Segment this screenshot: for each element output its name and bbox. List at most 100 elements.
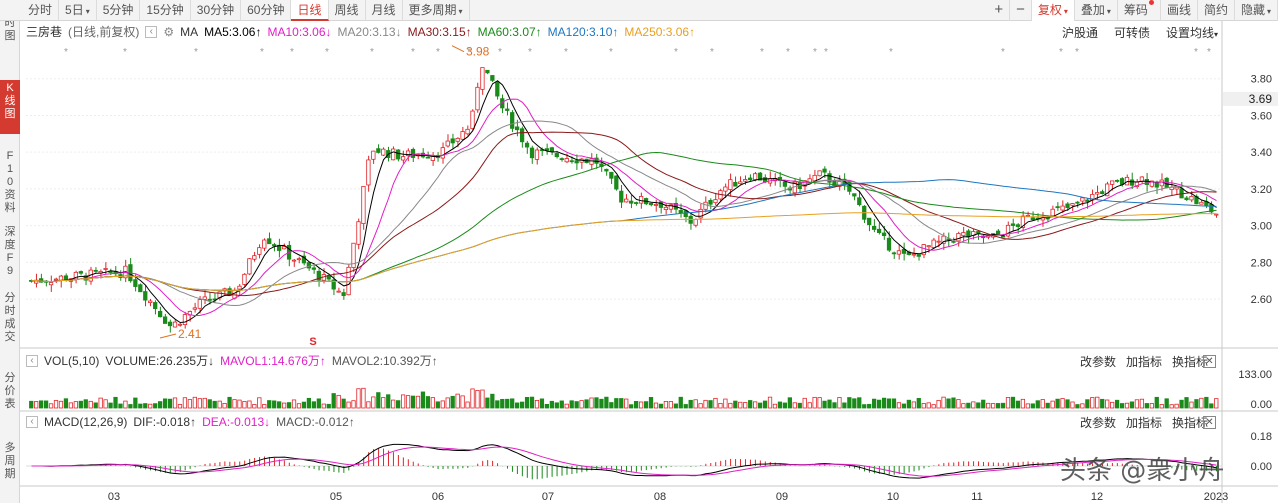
volume-bar	[936, 399, 941, 409]
tab-tick-trades[interactable]: 分时成交	[4, 292, 16, 343]
vol-mavol1-arrow: ↑	[319, 354, 326, 368]
tab-multi-period[interactable]: 多周期	[4, 442, 16, 480]
candle-body	[921, 244, 926, 256]
period-tab-5min[interactable]: 5分钟	[97, 0, 141, 21]
macd-edit-params-link[interactable]: 改参数	[1079, 416, 1116, 430]
convertible-bond-link[interactable]: 可转债	[1113, 26, 1150, 40]
vol-label: VOL(5,10)	[44, 354, 100, 368]
event-marker-icon: *	[1194, 47, 1198, 58]
overlay-label: 叠加	[1080, 3, 1105, 17]
period-tab-minute[interactable]: 分时	[22, 0, 60, 21]
candle-body	[753, 173, 758, 180]
chips-button[interactable]: 筹码	[1118, 0, 1161, 21]
volume-bar	[911, 401, 916, 409]
volume-bar	[797, 402, 802, 409]
period-tab-15min[interactable]: 15分钟	[140, 0, 191, 21]
prev-icon[interactable]: ‹	[145, 26, 158, 38]
vol-prev-icon[interactable]: ‹	[26, 355, 38, 367]
volume-bar	[1154, 396, 1159, 409]
candle-body	[629, 200, 634, 204]
volume-bar	[703, 399, 708, 409]
candle-body	[624, 198, 629, 203]
zoom-out-button[interactable]: −	[1010, 0, 1032, 21]
volume-bar	[420, 391, 426, 409]
volume-bar	[1015, 400, 1021, 409]
candle-body	[128, 264, 133, 282]
candle-body	[252, 255, 257, 260]
volume-bar	[619, 398, 624, 409]
tab-price-table[interactable]: 分价表	[4, 372, 16, 410]
overlay-button[interactable]: 叠加 ▾	[1075, 0, 1118, 21]
volume-bar	[822, 400, 827, 409]
volume-bar	[549, 400, 554, 409]
candle-body	[227, 288, 232, 297]
period-tab-daily[interactable]: 日线	[291, 0, 329, 21]
candle-body	[876, 228, 882, 234]
chevron-down-icon: ▾	[1266, 7, 1271, 16]
candle-body	[460, 131, 465, 140]
candle-body	[738, 181, 743, 185]
draw-line-button[interactable]: 画线	[1161, 0, 1198, 21]
volume-bar	[544, 403, 550, 409]
period-tab-monthly[interactable]: 月线	[366, 0, 403, 21]
candle-body	[1179, 188, 1184, 199]
volume-bar	[455, 393, 460, 409]
candle-body	[539, 149, 545, 152]
volume-bar	[29, 400, 34, 409]
candle-body	[311, 267, 316, 270]
macd-switch-indicator-link[interactable]: 换指标	[1171, 416, 1208, 430]
candle-body	[1154, 182, 1159, 188]
candle-body	[941, 235, 946, 244]
candle-body	[906, 251, 911, 255]
period-toolbar: 分时 5日 ▾ 5分钟 15分钟 30分钟 60分钟 日线 周线 月线 更多周期 ▾…	[0, 0, 1278, 21]
period-tab-30min[interactable]: 30分钟	[191, 0, 242, 21]
candle-body	[544, 148, 550, 151]
simple-mode-button[interactable]: 简约	[1198, 0, 1235, 21]
candle-body	[336, 290, 341, 293]
period-tab-more[interactable]: 更多周期 ▾	[403, 0, 470, 21]
volume-bar	[430, 397, 435, 409]
volume-bar	[683, 404, 688, 409]
vol-edit-params-link[interactable]: 改参数	[1079, 355, 1116, 369]
volume-bar	[128, 404, 133, 409]
volume-bar	[286, 402, 292, 409]
macd-add-indicator-link[interactable]: 加指标	[1125, 416, 1162, 430]
adjust-rights-button[interactable]: 复权 ▾	[1031, 0, 1075, 21]
period-tab-60min[interactable]: 60分钟	[241, 0, 292, 21]
hide-button[interactable]: 隐藏 ▾	[1235, 0, 1278, 21]
candle-body	[1070, 203, 1075, 206]
event-marker-icon: *	[64, 47, 68, 58]
ma-value-6: MA250:3.06↑	[624, 25, 696, 39]
candle-body	[331, 279, 336, 290]
macd-prev-icon[interactable]: ‹	[26, 416, 38, 428]
candle-body	[83, 275, 88, 281]
hk-connect-link[interactable]: 沪股通	[1061, 26, 1098, 40]
volume-bar	[1209, 403, 1214, 409]
period-tab-weekly[interactable]: 周线	[329, 0, 366, 21]
period-tab-5day[interactable]: 5日 ▾	[59, 0, 97, 21]
volume-bar	[931, 404, 936, 409]
volume-bar	[1030, 403, 1035, 409]
volume-bar	[876, 399, 882, 409]
volume-bar	[415, 395, 421, 409]
candle-body	[812, 174, 817, 182]
candle-body	[366, 159, 371, 186]
macd-close-icon[interactable]: ✕	[1203, 416, 1216, 429]
event-marker-icon: *	[411, 47, 415, 58]
volume-bars	[29, 387, 1219, 409]
candle-body	[475, 86, 480, 111]
gear-icon[interactable]: ⚙	[163, 25, 175, 39]
zoom-in-button[interactable]: +	[988, 0, 1011, 21]
vol-add-indicator-link[interactable]: 加指标	[1125, 355, 1162, 369]
candle-body	[857, 197, 862, 206]
event-marker-icon: *	[813, 47, 817, 58]
set-ma-link[interactable]: 设置均线▾	[1166, 24, 1218, 41]
vol-switch-indicator-link[interactable]: 换指标	[1171, 355, 1208, 369]
kline-y-tick: 3.40	[1251, 147, 1272, 159]
vol-close-icon[interactable]: ✕	[1203, 355, 1216, 368]
volume-bar	[921, 403, 926, 409]
kline-y-tick: 2.80	[1251, 257, 1272, 269]
